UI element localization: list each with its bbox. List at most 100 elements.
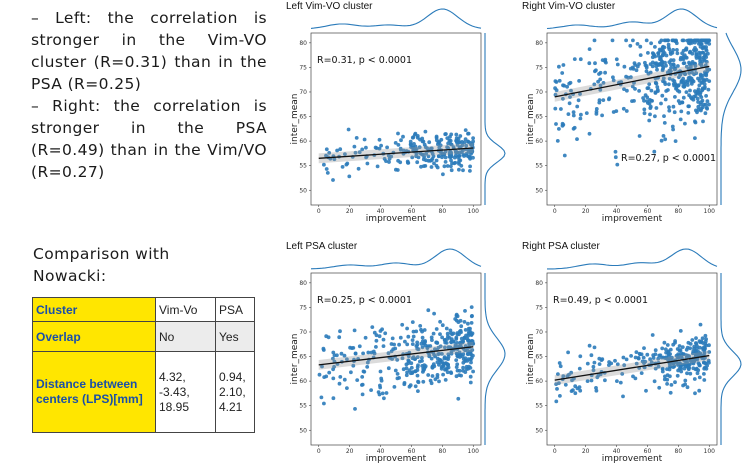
data-point [675,347,680,351]
data-point [466,352,470,357]
x-marginal-density [310,8,482,29]
data-point [665,367,669,371]
data-point [400,356,405,361]
data-point [633,376,638,381]
data-point [353,150,358,155]
data-point [659,355,664,360]
data-point [442,164,447,169]
data-point [470,314,474,318]
data-point [407,368,412,373]
data-point [691,351,695,356]
data-point [656,356,661,361]
x-tick-label: 40 [377,448,385,455]
data-point [430,338,434,342]
data-point [374,338,379,343]
data-point [346,127,351,132]
y-tick-label: 70 [299,89,307,96]
data-point [563,382,568,387]
data-point [553,86,557,91]
data-point [338,329,342,334]
data-point [693,120,698,125]
data-point [707,350,712,354]
data-point [469,305,474,309]
data-point [630,99,634,103]
chart-2: Right Vim-VO cluster 0 20 40 60 80 100 50 55 60 65… [522,1,742,224]
data-point [456,396,461,401]
comparison-heading: Comparison with Nowacki: [33,245,170,285]
data-point [592,82,597,87]
data-point [438,143,443,148]
x-tick-label: 0 [317,208,321,215]
data-point [702,366,707,371]
data-point [589,378,594,383]
data-point [613,149,618,154]
data-point [432,352,436,357]
data-point [424,151,428,156]
data-point [362,137,367,142]
data-point [657,353,662,358]
data-point [468,380,473,385]
data-point [587,61,592,66]
data-point [321,346,326,351]
data-point [555,387,559,391]
data-point [410,135,415,140]
data-point [696,87,701,92]
data-point [419,341,424,346]
data-point [687,104,691,109]
chart-3: Left PSA cluster 0 20 40 60 80 100 50 55 60 65 70 75… [286,241,506,464]
data-point [692,359,696,364]
data-point [469,360,473,365]
correlation-annotation: R=0.49, p < 0.0001 [553,295,648,306]
y-tick-label: 60 [299,138,307,145]
data-point [463,348,467,353]
x-tick-label: 80 [675,208,683,215]
data-point [703,70,707,75]
data-point [431,331,436,336]
data-point [457,154,461,158]
data-point [575,104,580,109]
data-point [324,374,329,379]
data-point [442,355,447,359]
data-point [592,345,597,350]
data-point [662,38,667,43]
data-point [697,42,701,46]
data-point [622,64,627,69]
data-point [434,138,439,143]
x-axis-label: improvement [366,214,427,224]
x-tick-label: 60 [408,208,416,215]
data-point [560,121,565,126]
data-point [624,109,629,113]
data-point [349,370,353,375]
data-point [686,41,691,45]
data-point [411,334,416,339]
data-point [459,163,464,168]
data-point [377,334,382,339]
data-point [377,146,382,151]
data-point [565,84,569,89]
row-header-overlap: Overlap [32,321,156,352]
data-point [337,335,342,340]
data-point [319,395,324,400]
data-point [371,349,376,354]
data-point [634,68,639,73]
regression-line [318,346,474,366]
data-point [438,319,442,324]
data-point [665,382,669,386]
data-point [468,164,472,169]
data-point [420,335,425,340]
cell-psa-distance: 0.94, 2.10, 4.21 [215,351,255,433]
plot-frame [546,32,718,206]
data-point [398,335,403,340]
data-point [693,391,697,396]
data-point [682,61,687,65]
data-point [697,78,702,83]
data-point [436,352,440,356]
data-point [401,134,405,139]
data-point [459,340,464,345]
data-point [351,363,356,368]
data-point [406,160,410,165]
data-point [325,171,330,175]
data-point [343,152,347,157]
y-tick-label: 65 [535,114,543,121]
y-tick-label: 80 [535,40,543,47]
